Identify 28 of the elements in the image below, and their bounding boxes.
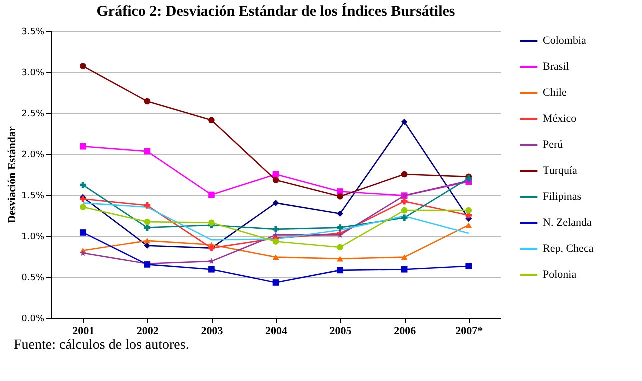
x-tick-label: 2004 — [266, 326, 288, 338]
y-tick-label: 2.0% — [22, 150, 45, 160]
legend-label: Brasil — [543, 61, 570, 73]
chart-title: Gráfico 2: Desviación Estándar de los Índices Bursátiles — [96, 3, 456, 20]
y-tick-label: 2.5% — [22, 110, 45, 120]
source-note: Fuente: cálculos de los autores. — [14, 338, 190, 354]
y-tick-label: 3.0% — [22, 68, 45, 78]
x-tick-label: 2006 — [394, 326, 417, 338]
legend-label: N. Zelanda — [543, 217, 592, 229]
x-tick-label: 2001 — [72, 326, 95, 338]
legend-label: Perú — [543, 139, 564, 151]
legend-label: Filipinas — [543, 191, 582, 203]
y-tick-label: 0.0% — [22, 314, 45, 324]
y-tick-label: 1.0% — [22, 232, 45, 242]
x-tick-label: 2007* — [456, 326, 484, 338]
legend-label: Chile — [543, 87, 567, 99]
y-tick-label: 1.5% — [22, 192, 45, 202]
legend-label: México — [543, 113, 578, 125]
y-tick-label: 3.5% — [22, 28, 45, 38]
legend-label: Turquía — [543, 165, 578, 177]
legend-label: Colombia — [543, 35, 587, 47]
x-tick-label: 2002 — [136, 326, 160, 338]
y-axis-title: Desviación Estándar — [6, 126, 19, 224]
x-tick-label: 2003 — [201, 326, 224, 338]
y-tick-label: 0.5% — [22, 274, 45, 284]
legend-label: Rep. Checa — [543, 243, 594, 255]
x-tick-label: 2005 — [330, 326, 352, 338]
legend-label: Polonia — [543, 269, 577, 281]
